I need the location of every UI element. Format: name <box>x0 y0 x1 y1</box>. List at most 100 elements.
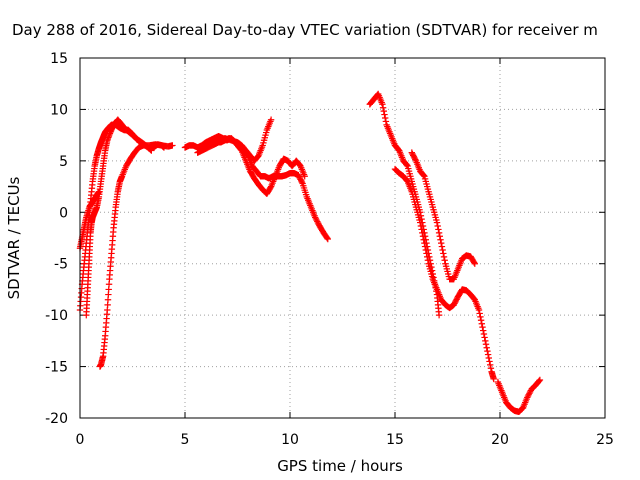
data-point <box>484 347 491 355</box>
y-tick-label: -15 <box>45 360 68 376</box>
data-point <box>536 377 543 384</box>
data-point <box>452 298 459 306</box>
y-tick-label: 0 <box>59 205 68 221</box>
chart-title: Day 288 of 2016, Sidereal Day-to-day VTE… <box>12 21 598 39</box>
data-point <box>418 226 425 233</box>
data-point <box>417 219 424 226</box>
series-segment-k <box>494 376 544 416</box>
data-point <box>441 257 448 264</box>
y-tick-label: 5 <box>59 154 68 170</box>
data-point <box>312 214 319 221</box>
data-point <box>313 216 320 224</box>
series-segment-g <box>194 116 275 165</box>
series-segment-c <box>76 188 103 252</box>
data-point <box>440 253 448 261</box>
data-point <box>477 317 485 324</box>
data-point <box>324 235 331 243</box>
data-point <box>421 243 429 250</box>
series-segment-d <box>96 141 176 370</box>
x-tick-label: 15 <box>386 432 404 448</box>
data-point <box>476 310 483 317</box>
data-point <box>479 323 486 331</box>
series-segment-i <box>391 165 497 383</box>
data-point <box>408 149 415 156</box>
data-point <box>95 188 103 195</box>
data-point <box>380 107 387 115</box>
data-point <box>478 320 485 327</box>
data-point <box>379 104 387 111</box>
data-point <box>438 243 446 250</box>
data-point <box>314 219 322 227</box>
data-point <box>526 390 533 397</box>
data-point <box>419 233 427 240</box>
data-point <box>483 344 490 351</box>
x-axis-label: GPS time / hours <box>277 457 403 475</box>
data-point <box>438 239 445 247</box>
data-point <box>295 172 302 179</box>
data-point <box>524 394 531 401</box>
data-point <box>411 154 418 162</box>
data-point <box>434 222 441 230</box>
data-point <box>301 173 308 180</box>
data-point <box>471 260 478 267</box>
data-point <box>382 118 390 125</box>
data-point <box>412 156 419 163</box>
data-point <box>420 172 427 179</box>
data-point <box>525 391 532 398</box>
x-tick-label: 25 <box>596 432 614 448</box>
data-point <box>435 311 443 319</box>
y-tick-label: -5 <box>54 257 68 273</box>
data-point <box>440 250 447 257</box>
x-tick-label: 5 <box>181 432 190 448</box>
data-point <box>267 184 274 191</box>
data-point <box>409 150 416 158</box>
data-point <box>485 354 492 362</box>
data-point <box>486 358 493 365</box>
series-segment-j <box>408 149 478 283</box>
data-point <box>323 234 331 242</box>
data-point <box>439 246 446 254</box>
data-point <box>423 250 430 257</box>
data-point <box>451 300 458 307</box>
data-point <box>296 174 303 182</box>
chart-ticks: 0 5 10 15 20 25 -20 -15 -10 -5 0 5 10 15 <box>45 51 614 448</box>
y-tick-label: 15 <box>50 51 68 67</box>
data-point <box>382 114 389 122</box>
data-point <box>424 253 431 261</box>
data-point <box>524 392 532 400</box>
data-point <box>437 236 444 243</box>
data-point <box>490 375 497 383</box>
y-tick-label: 10 <box>50 102 68 118</box>
data-point <box>298 178 306 186</box>
data-point <box>312 215 320 222</box>
data-point <box>295 173 303 180</box>
data-point <box>435 226 442 233</box>
data-point <box>436 233 443 240</box>
y-tick-label: -10 <box>45 308 68 324</box>
data-point <box>419 229 426 237</box>
chart-marks <box>76 90 544 416</box>
x-tick-label: 10 <box>281 432 299 448</box>
data-point <box>314 218 321 225</box>
data-point <box>267 116 275 123</box>
data-point <box>526 388 534 396</box>
data-point <box>452 297 460 304</box>
data-point <box>482 341 490 348</box>
y-axis-label: SDTVAR / TECUs <box>5 176 23 299</box>
data-point <box>487 365 495 372</box>
plot-frame <box>79 57 606 419</box>
data-point <box>484 351 492 358</box>
x-tick-label: 0 <box>76 432 85 448</box>
data-point <box>420 236 427 243</box>
data-point <box>487 361 494 369</box>
data-point <box>536 376 544 384</box>
data-point <box>477 313 484 321</box>
data-point <box>297 176 304 183</box>
data-point <box>480 330 488 338</box>
data-point <box>169 142 176 149</box>
data-point <box>482 337 489 345</box>
data-point <box>475 306 483 314</box>
chart-grid <box>80 58 605 418</box>
data-point <box>435 229 443 237</box>
